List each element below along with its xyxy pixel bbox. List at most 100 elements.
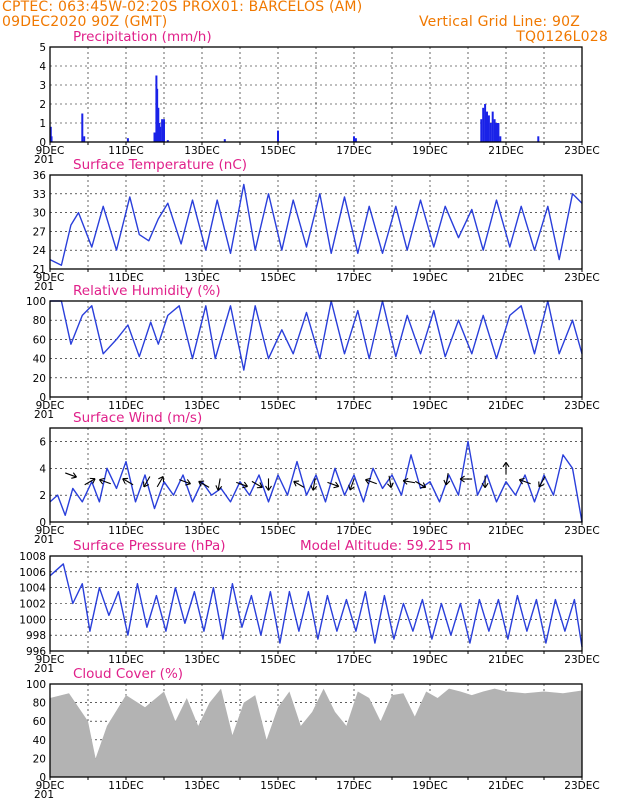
wind-arrow xyxy=(415,480,427,489)
precip-bar xyxy=(497,123,500,142)
x-tick-label: 21DEC xyxy=(488,272,523,284)
y-tick-label: 21 xyxy=(33,264,46,276)
x-year-stub: 201 xyxy=(34,789,54,800)
precip-bar xyxy=(126,138,129,142)
wind-arrow xyxy=(310,478,318,491)
wind-arrow xyxy=(156,476,165,488)
y-tick-label: 2 xyxy=(39,490,46,502)
precip-bar xyxy=(354,138,357,142)
x-tick-label: 15DEC xyxy=(260,525,295,537)
wind-arrow xyxy=(65,472,77,479)
y-tick-label: 20 xyxy=(33,373,46,385)
y-tick-label: 5 xyxy=(39,42,46,54)
y-tick-label: 33 xyxy=(33,189,46,201)
panel-title: Surface Wind (m/s) xyxy=(73,410,202,426)
wind-arrow xyxy=(293,480,305,488)
header-station: CPTEC: 063:45W-02:20S PROX01: BARCELOS (… xyxy=(2,0,363,15)
wind-arrow xyxy=(538,476,546,488)
wind-arrow xyxy=(327,481,340,489)
x-tick-label: 19DEC xyxy=(412,525,447,537)
wind-arrow xyxy=(443,473,451,486)
y-tick-label: 40 xyxy=(33,354,46,366)
panel-3: 0 2 4 6 9DEC 11DEC 13DEC 15DEC 17DEC 19DEC 21DEC 23… xyxy=(34,410,600,546)
x-tick-label: 9DEC xyxy=(36,654,65,666)
y-tick-label: 1006 xyxy=(19,567,46,579)
x-tick-label: 21DEC xyxy=(488,780,523,792)
y-tick-label: 0 xyxy=(39,137,46,149)
x-tick-label: 23DEC xyxy=(564,145,599,157)
x-tick-label: 13DEC xyxy=(184,780,219,792)
x-tick-label: 21DEC xyxy=(488,145,523,157)
precip-bar xyxy=(50,136,53,142)
series-line xyxy=(49,183,583,266)
precip-bar xyxy=(484,104,487,142)
y-tick-label: 998 xyxy=(26,630,46,642)
wind-arrow xyxy=(365,477,377,485)
wind-arrow xyxy=(251,480,263,489)
x-year-stub: 201 xyxy=(34,281,54,293)
panel-1: 21 24 27 30 33 36 9DEC 11DEC 13DEC 15DEC 17DEC 19DE… xyxy=(33,157,600,293)
x-tick-label: 15DEC xyxy=(260,654,295,666)
y-tick-label: 0 xyxy=(39,517,46,529)
x-tick-label: 21DEC xyxy=(488,525,523,537)
x-tick-label: 13DEC xyxy=(184,400,219,412)
wind-arrow xyxy=(459,475,473,483)
wind-arrow xyxy=(481,475,489,489)
panel-5: 0 20 40 60 80 100 9DEC 11DEC 13DEC 15DEC 17DEC 19DE… xyxy=(26,666,600,800)
precip-bar xyxy=(223,139,226,142)
wind-arrow xyxy=(502,461,510,475)
wind-arrow xyxy=(387,475,394,489)
wind-arrow xyxy=(265,478,272,491)
y-tick-label: 36 xyxy=(33,170,47,182)
x-tick-label: 23DEC xyxy=(564,654,599,666)
x-tick-label: 9DEC xyxy=(36,145,65,157)
wind-arrow xyxy=(179,479,191,486)
wind-arrow xyxy=(84,477,96,486)
y-tick-label: 27 xyxy=(33,226,46,238)
y-tick-label: 1000 xyxy=(19,614,46,626)
x-tick-label: 13DEC xyxy=(184,654,219,666)
x-tick-label: 11DEC xyxy=(108,145,143,157)
precip-bar xyxy=(482,107,485,142)
precip-bar xyxy=(166,140,169,142)
precip-bar xyxy=(495,123,498,142)
wind-arrow xyxy=(99,477,111,485)
panel-title: Precipitation (mm/h) xyxy=(73,29,212,45)
y-tick-label: 1004 xyxy=(19,583,46,595)
x-tick-label: 19DEC xyxy=(412,272,447,284)
series-line xyxy=(49,563,583,648)
y-tick-label: 996 xyxy=(26,646,46,658)
panel-title: Cloud Cover (%) xyxy=(73,666,183,682)
x-tick-label: 9DEC xyxy=(36,272,65,284)
x-tick-label: 21DEC xyxy=(488,654,523,666)
panel-2: 0 20 40 60 80 100 9DEC 11DEC 13DEC 15DEC 17DEC 19DE… xyxy=(26,283,600,421)
precip-bar xyxy=(153,132,156,142)
wind-arrow xyxy=(518,477,531,485)
precip-bar xyxy=(49,126,52,142)
x-tick-label: 23DEC xyxy=(564,272,599,284)
precip-bar xyxy=(480,119,483,142)
x-year-stub: 201 xyxy=(34,154,54,166)
x-tick-label: 11DEC xyxy=(108,400,143,412)
x-tick-label: 19DEC xyxy=(412,145,447,157)
x-tick-label: 11DEC xyxy=(108,780,143,792)
x-tick-label: 17DEC xyxy=(336,525,371,537)
wind-arrow xyxy=(236,481,248,489)
y-tick-label: 4 xyxy=(39,463,46,475)
header-run-id: TQ0126L028 xyxy=(516,29,608,45)
series-line xyxy=(50,300,583,371)
wind-arrow xyxy=(402,477,416,485)
y-tick-label: 40 xyxy=(33,735,46,747)
y-tick-label: 80 xyxy=(33,698,46,710)
y-tick-label: 0 xyxy=(39,392,46,404)
y-tick-label: 20 xyxy=(33,753,46,765)
x-tick-label: 13DEC xyxy=(184,525,219,537)
x-tick-label: 19DEC xyxy=(412,654,447,666)
x-tick-label: 11DEC xyxy=(108,272,143,284)
precip-bar xyxy=(161,119,164,142)
x-tick-label: 15DEC xyxy=(260,780,295,792)
series-line xyxy=(49,440,583,523)
x-tick-label: 19DEC xyxy=(412,780,447,792)
y-tick-label: 3 xyxy=(39,80,46,92)
